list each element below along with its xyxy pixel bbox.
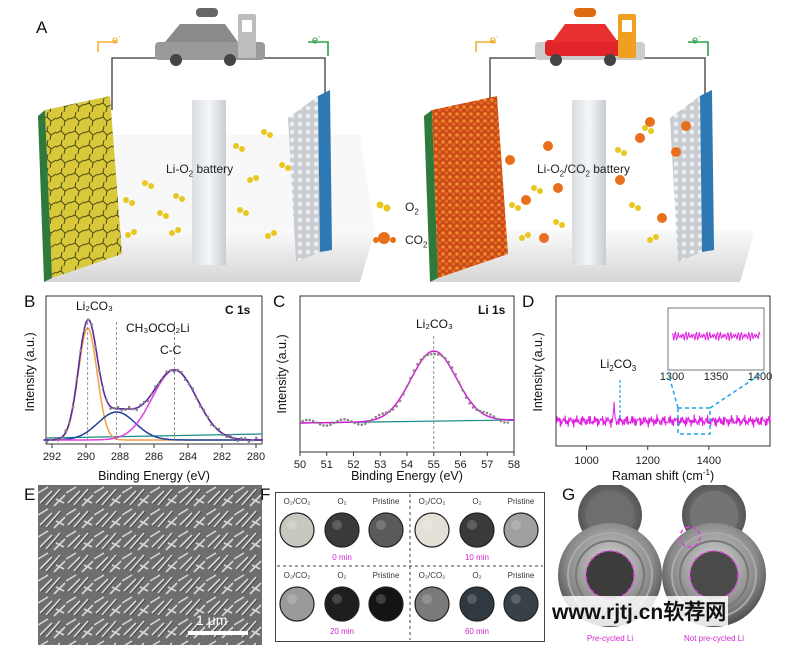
panel-d-inset-x-tick: 1300 [660,371,684,383]
panel-b-x-tick: 290 [77,451,95,463]
panel-b-peak-label-cc: C-C [160,343,182,357]
panel-f-disk [279,586,315,622]
panel-letter-g: G [562,485,576,504]
panel-f-disk-caption: O₂/CO₂ [419,571,446,580]
panel-letter-a: A [36,18,48,37]
panel-f-disk-photos: O₂/CO₂ O₂ Pristine 0 min O₂/CO₂ O₂ Pristine 10 … [275,492,545,642]
panel-d-peak-label: Li2CO3 [600,357,637,373]
panel-b-x-tick: 280 [247,451,265,463]
panel-letter-f: F [260,485,271,504]
panel-letter-c: C [273,292,286,311]
panel-d-x-tick: 1200 [635,455,659,467]
panel-a-illustration [38,8,755,282]
panel-c-peak-label: Li₂CO₃ [416,317,453,331]
panel-f-disk-caption: Pristine [373,497,400,506]
panel-f-disk [503,586,539,622]
panel-c-title: Li 1s [478,303,506,317]
panel-b-peak-label-ch3oco2li: CH₃OCO₂Li [126,321,190,335]
legend-o2-icon [376,201,391,212]
watermark-text: www.rjtj.cn软荐网 [550,596,729,626]
panel-f-disk [368,512,404,548]
panel-c-x-tick: 54 [401,459,413,471]
panel-c-x-tick: 58 [508,459,520,471]
panel-f-disk-caption: O₂ [472,497,481,506]
legend-o2-label: O2 [405,200,419,217]
left-cell [38,8,375,282]
right-electron-label: e- [490,34,499,47]
panel-f-disk-caption: O₂ [337,571,346,580]
panel-f-disk [279,512,315,548]
panel-f-time-label: 10 min [465,553,489,562]
panel-d-x-axis-title: Raman shift (cm-1) [612,468,714,483]
left-electron-out-label: e- [312,34,321,47]
panel-f-disk [368,586,404,622]
panel-letter-d: D [522,292,535,311]
panel-f-disk [414,512,450,548]
grey-ev-car-icon [155,8,265,66]
red-ev-car-icon [535,8,645,66]
panel-f-disk [503,512,539,548]
panel-f-disk [459,512,495,548]
panel-c-x-tick: 50 [294,459,306,471]
panel-b-peak-label-li2co3: Li₂CO₃ [76,299,113,313]
panel-f-disk-caption: Pristine [508,497,535,506]
panel-d-inset-x-tick: 1350 [704,371,728,383]
panel-g-caption-pre-cycled: Pre-cycled Li [587,634,633,643]
panel-b-x-tick: 288 [111,451,129,463]
right-cell [424,8,755,282]
panel-f-disk-caption: Pristine [508,571,535,580]
panel-f-disk [324,512,360,548]
right-electron-out-label: e- [692,34,701,47]
panel-d-y-axis-title: Intensity (a.u.) [531,332,545,411]
panel-b-y-axis-title: Intensity (a.u.) [23,332,37,411]
legend-co2-icon [373,232,396,244]
legend-co2-label: CO2 [405,233,428,250]
panel-b-x-tick: 286 [145,451,163,463]
panel-f-disk-caption: O₂ [337,497,346,506]
scale-bar [188,631,248,635]
panel-f-time-label: 20 min [330,627,354,636]
panel-c-x-tick: 57 [481,459,493,471]
panel-f-disk [414,586,450,622]
panel-e-scale-bar-label: 1 μm [196,612,228,628]
panel-d-x-tick: 1400 [697,455,721,467]
panel-d-x-tick: 1000 [574,455,598,467]
panel-c-x-tick: 55 [428,459,440,471]
panel-f-disk-caption: Pristine [373,571,400,580]
left-battery-label: Li-O2 battery [166,162,234,179]
panel-b-x-axis-title: Binding Energy (eV) [98,469,210,483]
panel-f-time-label: 60 min [465,627,489,636]
panel-d-raman-chart: 1000 1200 1400 1300 1350 1400 Raman shift (c… [531,295,772,483]
panel-f-disk-caption: O₂ [472,571,481,580]
panel-f-disk-caption: O₂/CO₂ [419,497,446,506]
panel-c-x-tick: 53 [374,459,386,471]
panel-g-caption-not-pre-cycled: Not pre-cycled Li [684,634,744,643]
panel-b-xps-c1s-chart: 292 290 288 286 284 282 280 Binding Energy (eV… [23,295,265,483]
panel-f-disk-caption: O₂/CO₂ [284,571,311,580]
panel-b-x-tick: 292 [43,451,61,463]
left-electron-label: e- [112,34,121,47]
panel-c-x-axis-title: Binding Energy (eV) [351,469,463,483]
panel-f-disk [459,586,495,622]
panel-f-time-label: 0 min [332,553,352,562]
panel-letter-b: B [24,292,36,311]
panel-c-x-tick: 56 [454,459,466,471]
panel-c-x-tick: 52 [347,459,359,471]
panel-b-title: C 1s [225,303,251,317]
panel-c-x-tick: 51 [321,459,333,471]
panel-e-sem-image [38,485,262,645]
panel-b-x-tick: 284 [179,451,197,463]
panel-b-x-tick: 282 [213,451,231,463]
panel-f-disk [324,586,360,622]
panel-f-disk-caption: O₂/CO₂ [284,497,311,506]
panel-d-inset-x-tick: 1400 [748,371,772,383]
panel-letter-e: E [24,485,36,504]
right-battery-label: Li-O2/CO2 battery [537,162,630,179]
panel-c-y-axis-title: Intensity (a.u.) [275,334,289,413]
panel-c-xps-li1s-chart: 50 51 52 53 54 55 56 57 58 Binding Energy (eV) I… [275,295,520,483]
